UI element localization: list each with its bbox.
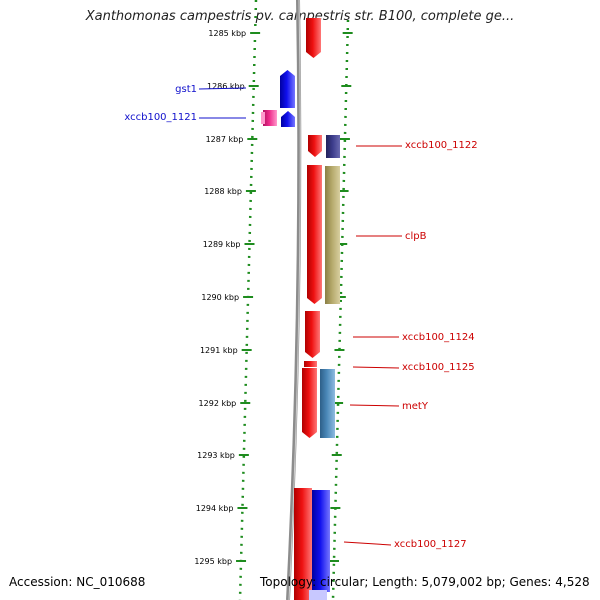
gene-label-xccb100_1125[interactable]: xccb100_1125 [402, 362, 475, 373]
kbp-label: 1293 kbp [197, 451, 235, 460]
gene-label-xccb100_1122[interactable]: xccb100_1122 [405, 140, 478, 151]
gene-block [306, 18, 321, 58]
kbp-label: 1287 kbp [206, 135, 244, 144]
gene-block [261, 112, 265, 124]
kbp-label: 1294 kbp [196, 504, 234, 513]
gene-block [281, 111, 295, 127]
gene-block [309, 590, 327, 600]
kbp-label: 1295 kbp [194, 557, 232, 566]
gene-label-gst1[interactable]: gst1 [175, 84, 197, 95]
gene-label-xccb100_1124[interactable]: xccb100_1124 [402, 332, 475, 343]
gene-block [308, 135, 322, 157]
kbp-label: 1288 kbp [204, 187, 242, 196]
genome-backbone-highlight [288, 0, 301, 600]
label-leader-line [198, 87, 247, 90]
topology-text: Topology: circular; Length: 5,079,002 bp… [260, 575, 590, 589]
label-leader-line [349, 404, 400, 407]
gene-label-metY[interactable]: metY [402, 401, 429, 412]
gene-block [263, 110, 277, 126]
feature-block [320, 369, 335, 438]
gene-block [294, 488, 312, 600]
gene-label-xccb100_1121[interactable]: xccb100_1121 [124, 112, 197, 123]
feature-block [325, 166, 340, 304]
kbp-label: 1290 kbp [201, 293, 239, 302]
gene-block [280, 70, 295, 108]
gene-label-clpB[interactable]: clpB [405, 231, 427, 242]
genome-backbone [286, 0, 302, 600]
kbp-label: 1291 kbp [200, 346, 238, 355]
gene-block [305, 311, 320, 358]
label-leader-line [352, 366, 400, 369]
gene-block [312, 490, 330, 592]
feature-block [326, 135, 340, 158]
kbp-label: 1289 kbp [203, 240, 241, 249]
gene-block [302, 368, 317, 438]
accession-text: Accession: NC_010688 [9, 575, 146, 589]
label-leader-line [343, 541, 392, 546]
kbp-label: 1286 kbp [207, 82, 245, 91]
gene-label-xccb100_1127[interactable]: xccb100_1127 [394, 539, 467, 550]
scale-line-outer [331, 19, 350, 600]
kbp-label: 1285 kbp [208, 29, 246, 38]
gene-block [307, 165, 322, 304]
gene-block [304, 361, 317, 367]
kbp-label: 1292 kbp [199, 399, 237, 408]
